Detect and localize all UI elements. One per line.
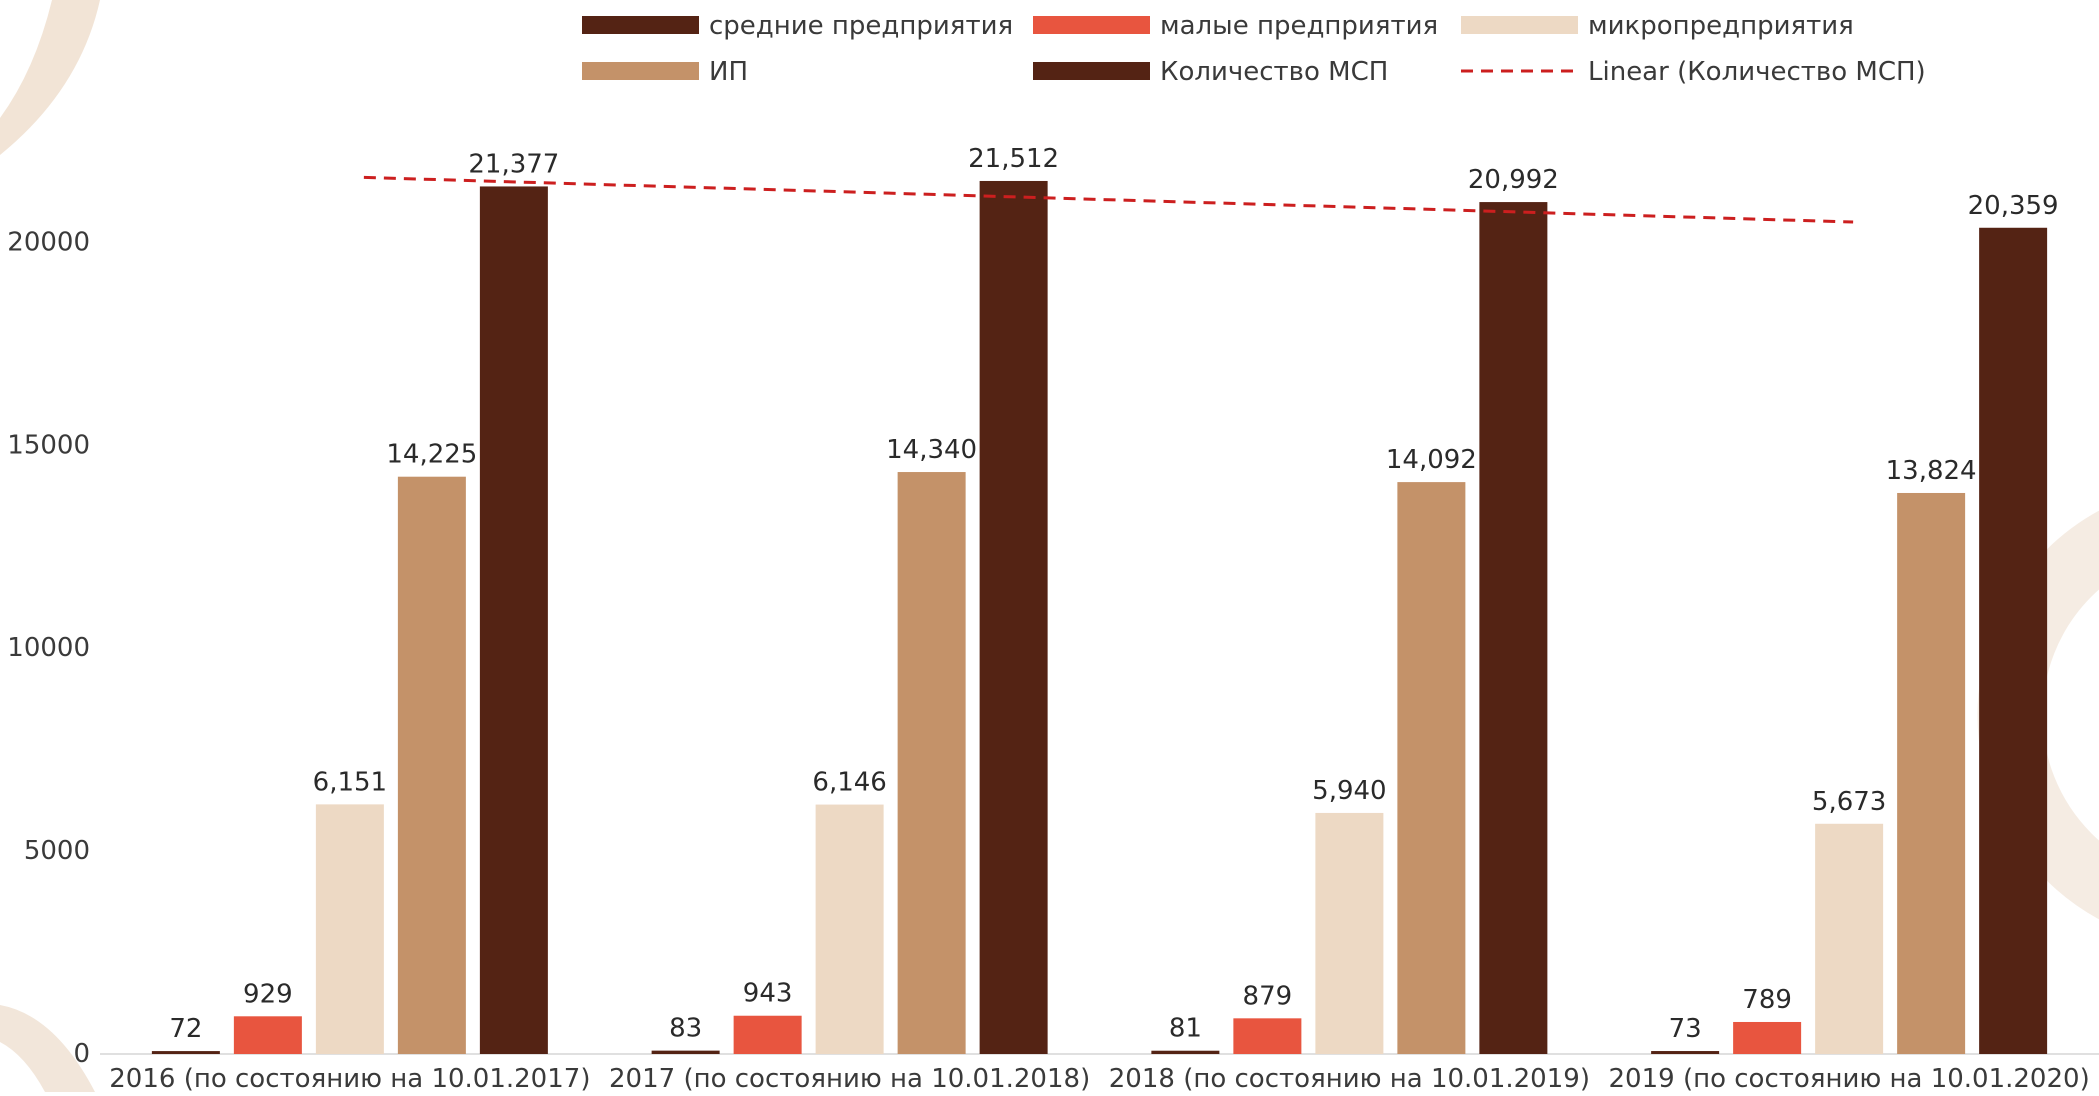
bar-1-1 — [733, 1015, 802, 1054]
decor-top-left-arc — [0, 0, 100, 155]
data-label: 14,225 — [386, 440, 477, 470]
y-tick-label: 15000 — [7, 430, 90, 460]
data-label: 83 — [669, 1014, 702, 1044]
bar-4-2 — [1479, 202, 1548, 1055]
data-label: 73 — [1669, 1014, 1702, 1044]
data-label: 20,992 — [1468, 165, 1559, 195]
legend-label-1: малые предприятия — [1160, 11, 1438, 41]
bar-0-3 — [1651, 1051, 1720, 1054]
x-tick-label: 2017 (по состоянию на 10.01.2018) — [609, 1064, 1090, 1092]
legend-label-0: средние предприятия — [709, 11, 1013, 41]
bar-3-0 — [397, 476, 466, 1054]
data-label: 879 — [1243, 981, 1293, 1011]
data-label: 21,377 — [468, 149, 559, 179]
data-label: 929 — [243, 979, 293, 1009]
data-label: 72 — [169, 1014, 202, 1044]
bar-1-2 — [1233, 1018, 1302, 1054]
data-label: 789 — [1742, 985, 1792, 1015]
data-label: 5,673 — [1812, 787, 1886, 817]
legend-swatch-1 — [1033, 16, 1150, 34]
x-tick-label: 2016 (по состоянию на 10.01.2017) — [109, 1064, 590, 1092]
data-label: 13,824 — [1886, 456, 1977, 486]
bar-1-0 — [233, 1016, 302, 1054]
x-tick-label: 2019 (по состоянию на 10.01.2020) — [1609, 1064, 2090, 1092]
legend-label-3: ИП — [709, 57, 748, 87]
y-tick-label: 20000 — [7, 227, 90, 257]
bar-0-2 — [1151, 1050, 1220, 1054]
data-label: 14,340 — [886, 435, 977, 465]
bar-2-0 — [315, 804, 384, 1054]
bar-3-1 — [897, 472, 966, 1054]
bar-4-1 — [979, 180, 1048, 1055]
data-label: 21,512 — [968, 144, 1059, 174]
data-label: 5,940 — [1312, 776, 1386, 806]
bar-4-0 — [479, 186, 548, 1055]
legend-label-4: Количество МСП — [1160, 57, 1388, 87]
bar-0-1 — [651, 1050, 720, 1054]
legend-label-2: микропредприятия — [1588, 11, 1854, 41]
data-label: 6,146 — [812, 768, 886, 798]
data-label: 81 — [1169, 1014, 1202, 1044]
data-label: 14,092 — [1386, 445, 1477, 475]
legend-label-5: Linear (Количество МСП) — [1588, 57, 1926, 87]
trendline — [363, 175, 1854, 224]
x-tick-label: 2018 (по состоянию на 10.01.2019) — [1109, 1064, 1590, 1092]
y-tick-label: 10000 — [7, 633, 90, 663]
bar-0-0 — [151, 1051, 220, 1054]
legend-swatch-3 — [582, 62, 699, 80]
data-label: 20,359 — [1968, 191, 2059, 221]
legend-swatch-0 — [582, 16, 699, 34]
data-label: 943 — [743, 979, 793, 1009]
bar-3-3 — [1897, 492, 1966, 1054]
bar-1-3 — [1733, 1021, 1802, 1054]
legend-swatch-2 — [1461, 16, 1578, 34]
bar-2-2 — [1315, 812, 1384, 1054]
decor-bottom-left-arc — [0, 1005, 95, 1092]
bar-4-3 — [1979, 227, 2048, 1054]
bar-2-1 — [815, 804, 884, 1054]
data-label: 6,151 — [313, 767, 387, 797]
y-tick-label: 0 — [73, 1039, 90, 1069]
bar-2-3 — [1815, 823, 1884, 1054]
legend-swatch-4 — [1033, 62, 1150, 80]
y-tick-label: 5000 — [24, 836, 90, 866]
bar-3-2 — [1397, 482, 1466, 1054]
